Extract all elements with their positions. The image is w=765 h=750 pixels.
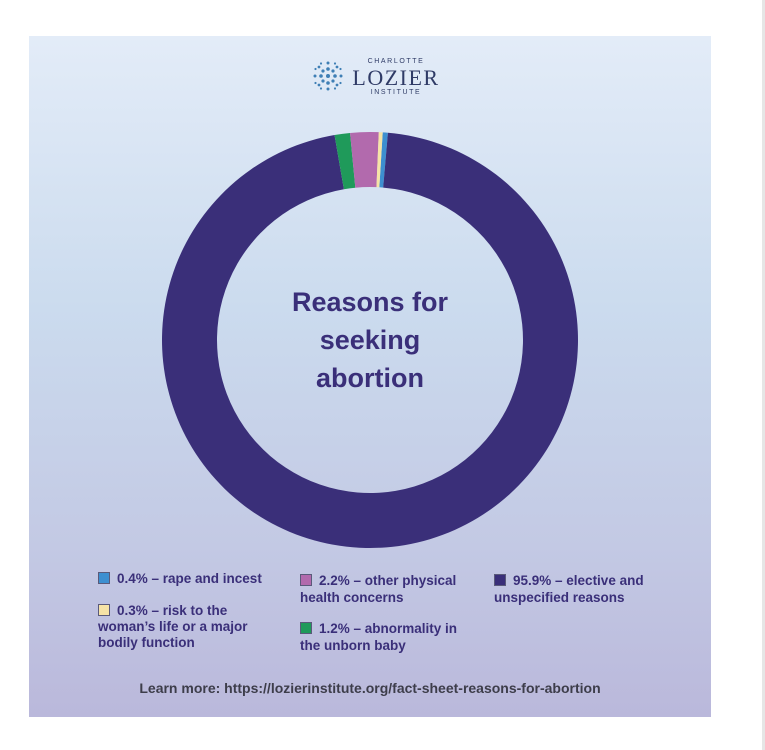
legend-item-elective: 95.9% – elective and unspecified reasons: [494, 573, 674, 609]
legend-item-rape-incest: 0.4% – rape and incest: [98, 571, 278, 591]
donut-slice-rape: [379, 132, 388, 188]
chart-title-line: seeking: [319, 325, 421, 355]
legend-label-line: bodily function: [98, 635, 195, 650]
legend-label-line: health concerns: [300, 590, 404, 605]
chart-title-line: abortion: [316, 363, 424, 393]
legend-label-line: 95.9% – elective and: [513, 573, 644, 588]
legend-label-line: 2.2% – other physical: [319, 573, 457, 588]
donut-slice-risk: [376, 132, 383, 188]
logo-top-text: CHARLOTTE: [367, 58, 425, 65]
legend-label-line: 0.3% – risk to the: [117, 603, 228, 618]
lozier-logo: CHARLOTTE LOZIER INSTITUTE: [310, 56, 440, 100]
legend-label-line: the unborn baby: [300, 638, 406, 653]
legend-swatch: [300, 574, 312, 586]
chart-title: Reasons for seeking abortion: [270, 283, 470, 397]
logo-main-text: LOZIER: [352, 65, 440, 90]
legend-swatch: [300, 622, 312, 634]
legend-swatch: [494, 574, 506, 586]
donut-slice-abnormality: [334, 132, 356, 190]
legend-swatch: [98, 604, 110, 616]
legend-item-abnormality: 1.2% – abnormality in the unborn baby: [300, 621, 480, 657]
legend-item-risk-to-life: 0.3% – risk to the woman’s life or a maj…: [98, 603, 278, 655]
legend-label: 0.4% – rape and incest: [117, 571, 262, 586]
snowflake-logo-icon: [313, 61, 343, 91]
logo-bottom-text: INSTITUTE: [370, 89, 422, 96]
legend-label-line: woman’s life or a major: [98, 619, 248, 634]
legend-item-physical-health: 2.2% – other physical health concerns: [300, 573, 480, 609]
donut-slice-other: [350, 132, 379, 188]
chart-title-line: Reasons for: [291, 287, 449, 317]
legend-swatch: [98, 572, 110, 584]
page-edge: [762, 0, 765, 750]
legend-label-line: 1.2% – abnormality in: [319, 621, 458, 636]
learn-more-footer: Learn more: https://lozierinstitute.org/…: [139, 680, 601, 696]
legend-label-line: unspecified reasons: [494, 590, 625, 605]
